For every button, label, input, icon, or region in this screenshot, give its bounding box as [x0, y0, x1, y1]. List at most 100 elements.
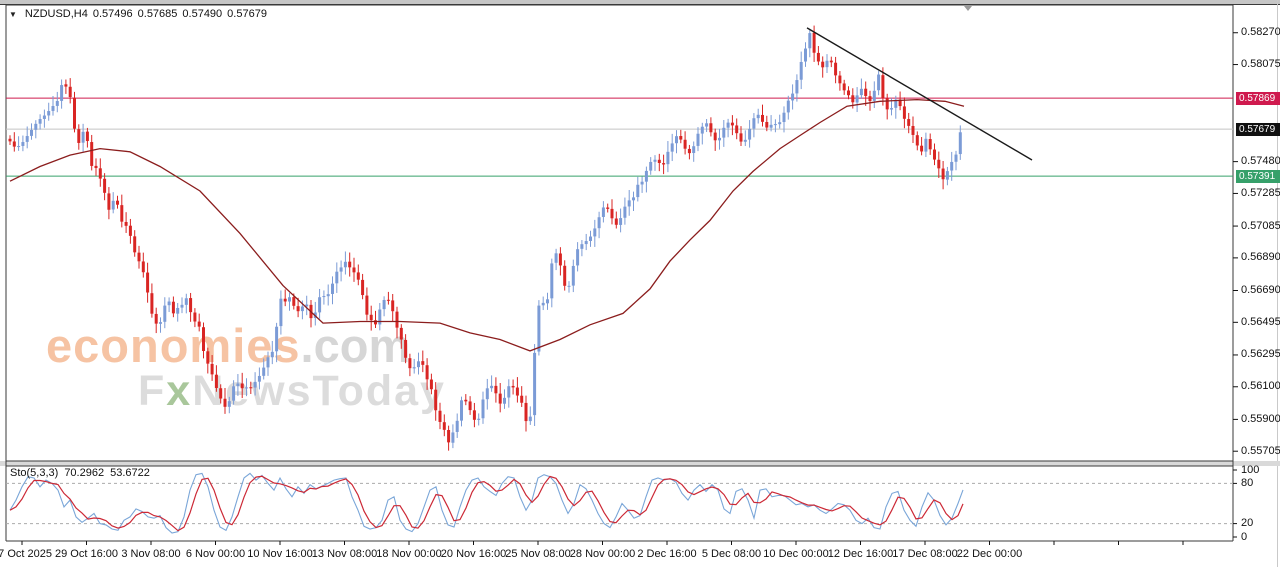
candle-body — [610, 208, 614, 219]
candle-body — [632, 197, 635, 201]
candle-body — [8, 138, 12, 142]
candle-body — [597, 217, 601, 229]
candle-body — [954, 154, 958, 162]
candle-body — [941, 168, 945, 180]
candle-body — [855, 95, 859, 103]
candle-body — [653, 159, 657, 162]
candle-body — [184, 298, 188, 305]
moving-average-line[interactable] — [9, 98, 965, 352]
watermark-domain: .com — [300, 319, 411, 372]
candle-body — [520, 395, 524, 403]
time-axis-label: 3 Nov 08:00 — [121, 548, 181, 560]
price-axis-label: 0.58075 — [1241, 58, 1280, 71]
candle-body — [644, 170, 648, 182]
candle-body — [915, 135, 919, 146]
time-axis-label: 12 Dec 16:00 — [827, 548, 894, 560]
candle-body — [236, 383, 240, 387]
candle-body — [146, 272, 150, 293]
time-axis-label: 25 Nov 08:00 — [505, 548, 571, 560]
candle-body — [498, 393, 502, 404]
candle-body — [950, 161, 954, 171]
candle-body — [748, 128, 752, 140]
time-axis-label: 20 Nov 16:00 — [440, 548, 507, 560]
candle-body — [541, 302, 545, 306]
time-axis-label: 28 Nov 00:00 — [569, 548, 636, 560]
candle-body — [769, 124, 773, 128]
symbol-dropdown-icon[interactable]: ▼ — [9, 9, 17, 19]
candle-body — [851, 95, 855, 103]
candle-body — [64, 84, 68, 87]
candle-body — [343, 261, 347, 268]
candle-body — [429, 379, 433, 390]
candle-body — [812, 32, 816, 53]
candle-body — [107, 193, 111, 210]
candle-body — [670, 143, 674, 152]
candle-body — [847, 90, 850, 96]
candle-body — [404, 339, 408, 358]
candle-body — [816, 52, 820, 62]
candle-body — [481, 399, 485, 419]
candle-body — [279, 298, 283, 327]
price-axis-label: 0.56495 — [1241, 315, 1280, 328]
time-axis-label: 22 Dec 00:00 — [956, 548, 1023, 560]
candle-body — [902, 106, 906, 119]
candle-body — [799, 61, 803, 80]
candle-body — [141, 261, 145, 273]
candle-body — [202, 327, 205, 352]
candle-body — [206, 351, 210, 364]
time-axis-label: 27 Oct 2025 — [0, 548, 52, 560]
descending-trendline[interactable] — [806, 27, 1033, 161]
candle-body — [270, 351, 274, 358]
candle-body — [726, 122, 730, 128]
candle-body — [477, 418, 481, 420]
candle-body — [219, 388, 223, 399]
candle-body — [619, 218, 623, 225]
candle-body — [825, 60, 829, 68]
candle-body — [331, 283, 334, 294]
candle-body — [249, 387, 253, 389]
price-axis-label: 0.57480 — [1241, 155, 1280, 168]
quote-low: 0.57490 — [182, 8, 223, 20]
candle-body — [455, 420, 459, 432]
candle-body — [292, 297, 296, 306]
price-badge: 0.57869 — [1236, 91, 1280, 105]
candle-body — [782, 112, 786, 123]
candle-body — [589, 236, 592, 241]
candle-body — [687, 148, 691, 154]
quote-close: 0.57679 — [227, 8, 267, 20]
candle-body — [472, 410, 476, 420]
candle-body — [34, 123, 38, 130]
candle-body — [51, 106, 55, 111]
candle-body — [636, 184, 640, 198]
candle-body — [434, 389, 438, 411]
candle-body — [412, 367, 416, 369]
panel-splitter[interactable] — [0, 461, 1280, 466]
candle-body — [296, 306, 300, 312]
candle-body — [322, 296, 326, 298]
candle-body — [68, 86, 72, 98]
candle-body — [335, 271, 339, 284]
candle-body — [584, 241, 588, 245]
candle-body — [546, 299, 549, 304]
candle-body — [524, 402, 528, 422]
candle-body — [197, 321, 201, 327]
candle-body — [365, 295, 369, 315]
candle-body — [877, 74, 881, 91]
candle-body — [911, 126, 915, 135]
candle-body — [81, 131, 85, 143]
candle-body — [348, 261, 352, 268]
time-axis-label: 17 Dec 08:00 — [892, 548, 958, 560]
candle-body — [180, 304, 184, 308]
candle-body — [25, 136, 29, 142]
candle-body — [150, 293, 154, 314]
candle-body — [494, 385, 498, 394]
candle-body — [842, 83, 846, 91]
candle-body — [38, 119, 42, 124]
candle-body — [640, 181, 644, 185]
candle-body — [554, 253, 558, 263]
candle-body — [945, 171, 949, 180]
candle-body — [283, 298, 287, 302]
candle-body — [133, 236, 137, 253]
candle-body — [511, 385, 515, 388]
